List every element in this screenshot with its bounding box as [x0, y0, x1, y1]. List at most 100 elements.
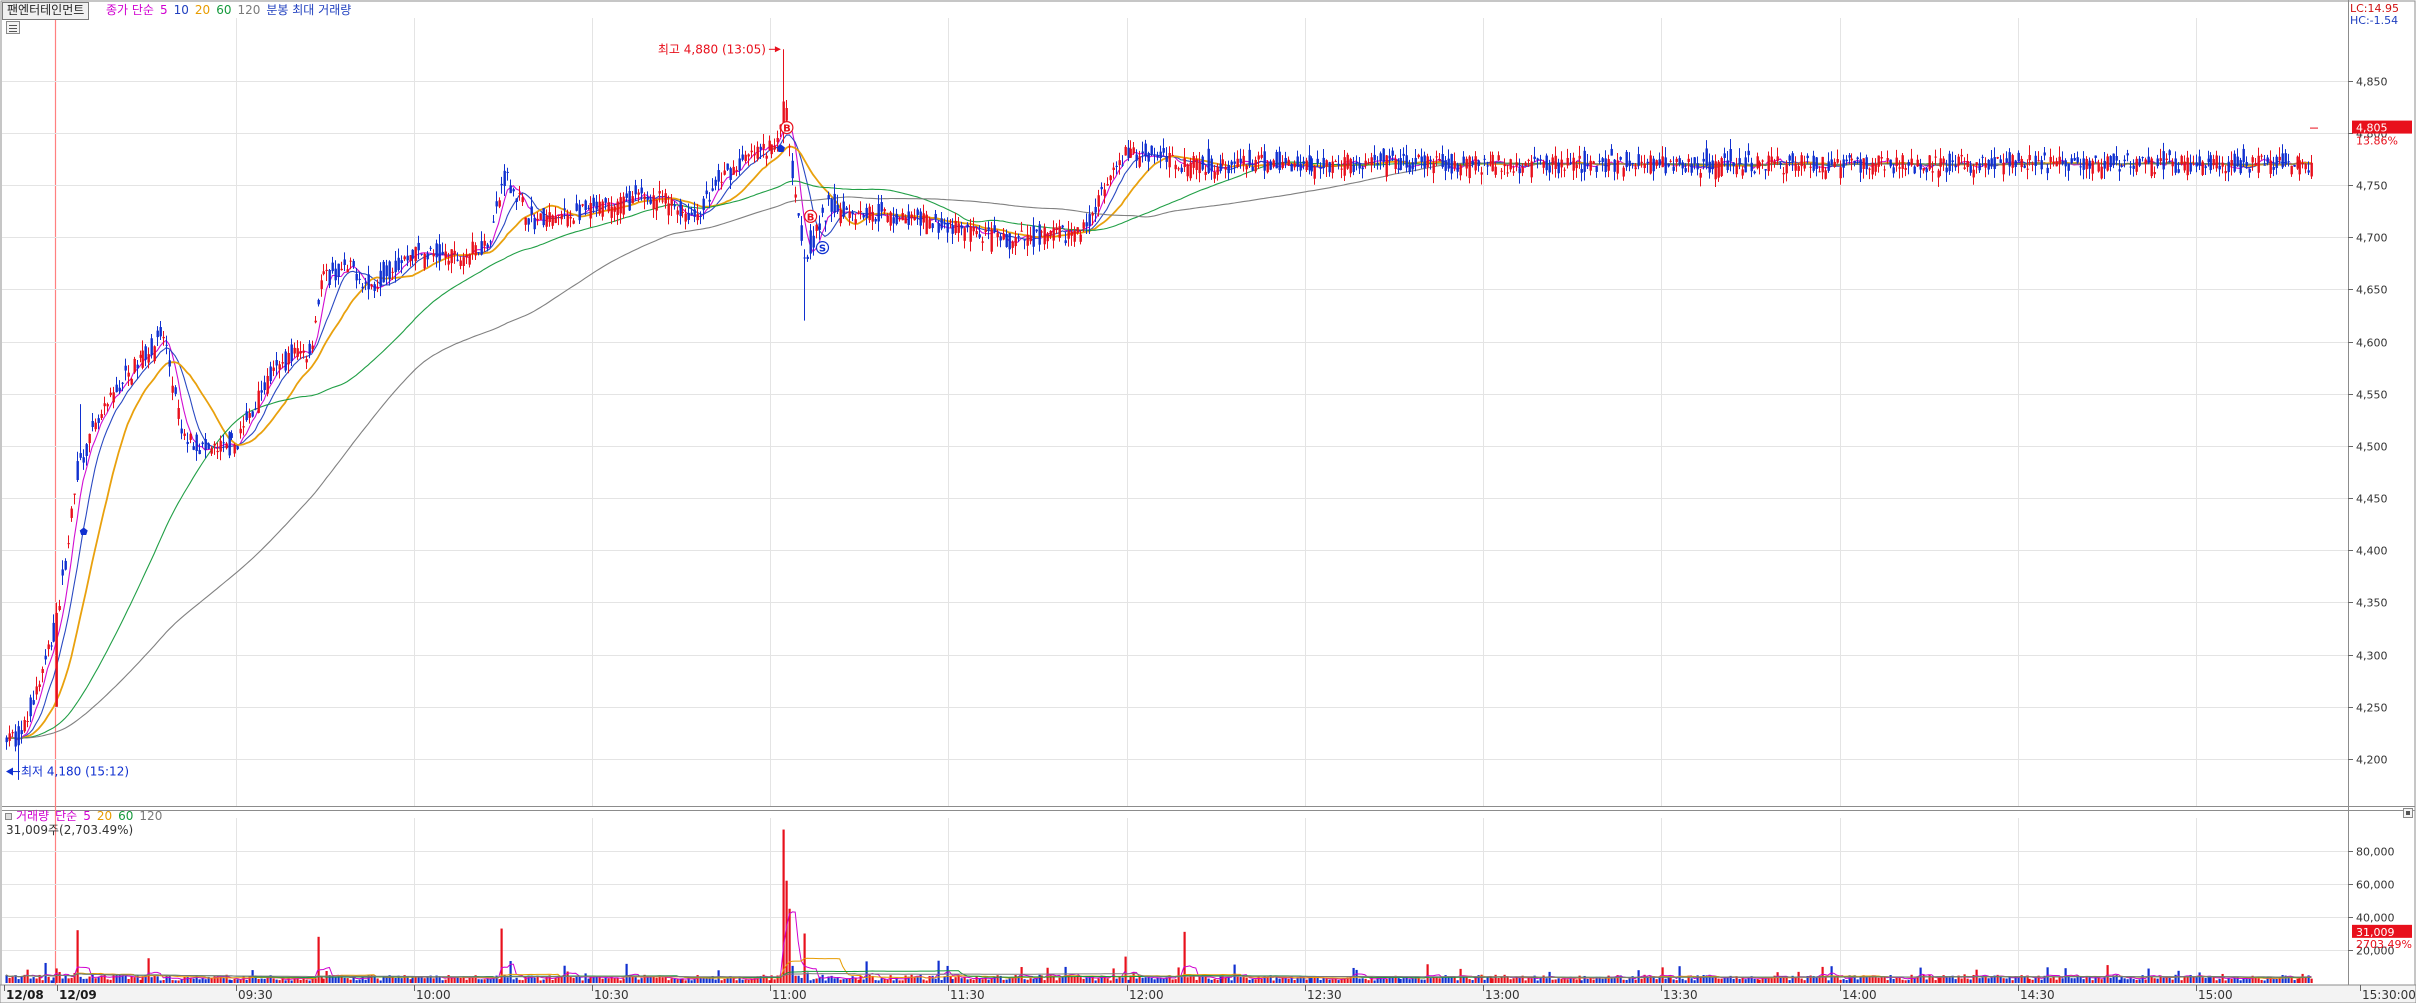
candle-body	[1135, 154, 1138, 161]
candle-body	[73, 493, 76, 495]
ma-60-line	[5, 161, 2312, 739]
candle-body	[302, 350, 305, 353]
stock-name-box[interactable]: 팬엔터테인먼트	[2, 2, 90, 20]
candle-body	[2028, 155, 2031, 161]
volume-bar	[1566, 979, 1569, 983]
volume-bar	[266, 976, 269, 983]
candle-body	[916, 209, 919, 215]
volume-indicator-legend[interactable]: 거래량 단순 5 20 60 120	[16, 809, 168, 823]
price-legend-item[interactable]: 5	[159, 3, 168, 17]
candle-body	[2147, 156, 2150, 163]
volume-bar	[1376, 977, 1379, 983]
candle-body	[2221, 162, 2224, 167]
candle-body	[1417, 154, 1420, 158]
candle-body	[1616, 160, 1619, 174]
lc-label: LC:14.95	[2350, 2, 2400, 15]
volume-legend-item[interactable]: 단순	[55, 809, 78, 823]
volume-bar	[1299, 976, 1302, 983]
candle-body	[1839, 167, 1842, 179]
price-legend-item[interactable]: 20	[194, 3, 211, 17]
candle-body	[1376, 163, 1379, 165]
volume-bar	[299, 979, 302, 983]
candle-body	[1411, 162, 1414, 170]
price-legend-item[interactable]: 120	[237, 3, 261, 17]
candle-body	[592, 197, 595, 206]
candle-body	[1833, 161, 1836, 168]
volume-bar	[14, 975, 17, 983]
volume-bar	[889, 975, 892, 983]
volume-bar	[44, 962, 47, 983]
volume-legend-item[interactable]: 60	[118, 809, 134, 823]
price-legend-item[interactable]: 10	[173, 3, 189, 17]
candle-body	[391, 271, 394, 273]
candle-body	[1640, 161, 1643, 164]
candle-body	[189, 433, 192, 440]
volume-bar	[1500, 977, 1503, 983]
volume-bar	[1091, 976, 1094, 983]
candle-body	[82, 457, 85, 463]
candle-body	[2207, 158, 2210, 163]
candle-body	[2248, 168, 2251, 173]
candle-body	[85, 444, 88, 457]
volume-bar	[1827, 980, 1830, 983]
candle-body	[1049, 230, 1052, 236]
price-legend-item[interactable]: 종가 단순	[106, 3, 154, 17]
candle-body	[1462, 156, 1465, 164]
candle-body	[1014, 237, 1017, 247]
candle-body	[1189, 162, 1192, 179]
volume-bar	[2165, 976, 2168, 983]
candle-body	[1999, 159, 2002, 164]
candle-body	[50, 645, 53, 647]
candle-body	[150, 338, 153, 356]
candle-body	[1121, 164, 1124, 166]
candle-body	[1761, 160, 1764, 162]
volume-bar	[747, 979, 750, 983]
candle-body	[397, 257, 400, 271]
candle-body	[2275, 156, 2278, 169]
x-tick-label: 14:30	[2020, 988, 2055, 1002]
volume-bar	[2055, 979, 2058, 983]
volume-bar	[1554, 979, 1557, 983]
candle-body	[2070, 158, 2073, 164]
volume-bar	[649, 975, 652, 983]
volume-bar	[839, 979, 842, 983]
volume-bar	[1963, 974, 1966, 983]
volume-bar	[290, 980, 293, 983]
volume-bar	[1026, 979, 1029, 983]
volume-bar	[35, 978, 38, 983]
volume-bar	[972, 979, 975, 983]
volume-legend-item[interactable]: 5	[83, 809, 91, 823]
candle-body	[1764, 169, 1767, 171]
volume-legend-item[interactable]: 거래량	[16, 809, 50, 823]
candle-body	[1545, 155, 1548, 171]
volume-bar	[1121, 977, 1124, 983]
volume-bar	[204, 979, 207, 983]
candle-body	[406, 255, 409, 261]
candle-body	[768, 140, 771, 151]
volume-bar	[726, 978, 729, 983]
volume-pane-toggle-button[interactable]	[2403, 808, 2413, 818]
volume-bar	[219, 976, 222, 983]
candle-body	[1741, 169, 1744, 176]
price-legend-item[interactable]: 60	[216, 3, 232, 17]
volume-bar	[115, 974, 118, 983]
candle-body	[1486, 165, 1489, 167]
volume-legend-item[interactable]: 20	[96, 809, 113, 823]
volume-legend-item[interactable]: 120	[139, 809, 163, 823]
volume-bar	[744, 979, 747, 983]
volume-bar	[723, 978, 726, 983]
price-indicator-legend[interactable]: 종가 단순 5 10 20 60 120 분봉 최대 거래량	[106, 3, 357, 17]
candle-body	[1221, 159, 1224, 165]
volume-bar	[2153, 978, 2156, 983]
price-legend-item[interactable]: 분봉 최대 거래량	[266, 3, 352, 17]
volume-bar	[391, 977, 394, 983]
volume-bar	[1141, 977, 1144, 983]
chart-settings-button[interactable]	[6, 21, 20, 34]
square-icon	[2406, 811, 2410, 815]
candle-body	[1895, 157, 1898, 167]
candle-body	[1862, 158, 1865, 169]
candle-body	[1951, 160, 1954, 163]
volume-bar	[1417, 977, 1420, 983]
candle-body	[1453, 161, 1456, 169]
